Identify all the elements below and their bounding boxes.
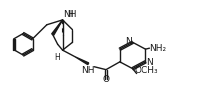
Text: H: H: [68, 10, 73, 19]
Text: H: H: [55, 53, 60, 61]
Polygon shape: [52, 21, 62, 36]
Text: O: O: [103, 75, 110, 84]
Text: N: N: [146, 58, 153, 67]
Text: NH: NH: [82, 65, 95, 74]
Text: OCH₃: OCH₃: [135, 65, 158, 74]
Text: NH: NH: [64, 10, 77, 19]
Text: NH₂: NH₂: [149, 43, 166, 52]
Polygon shape: [75, 57, 89, 65]
Text: N: N: [125, 37, 132, 45]
